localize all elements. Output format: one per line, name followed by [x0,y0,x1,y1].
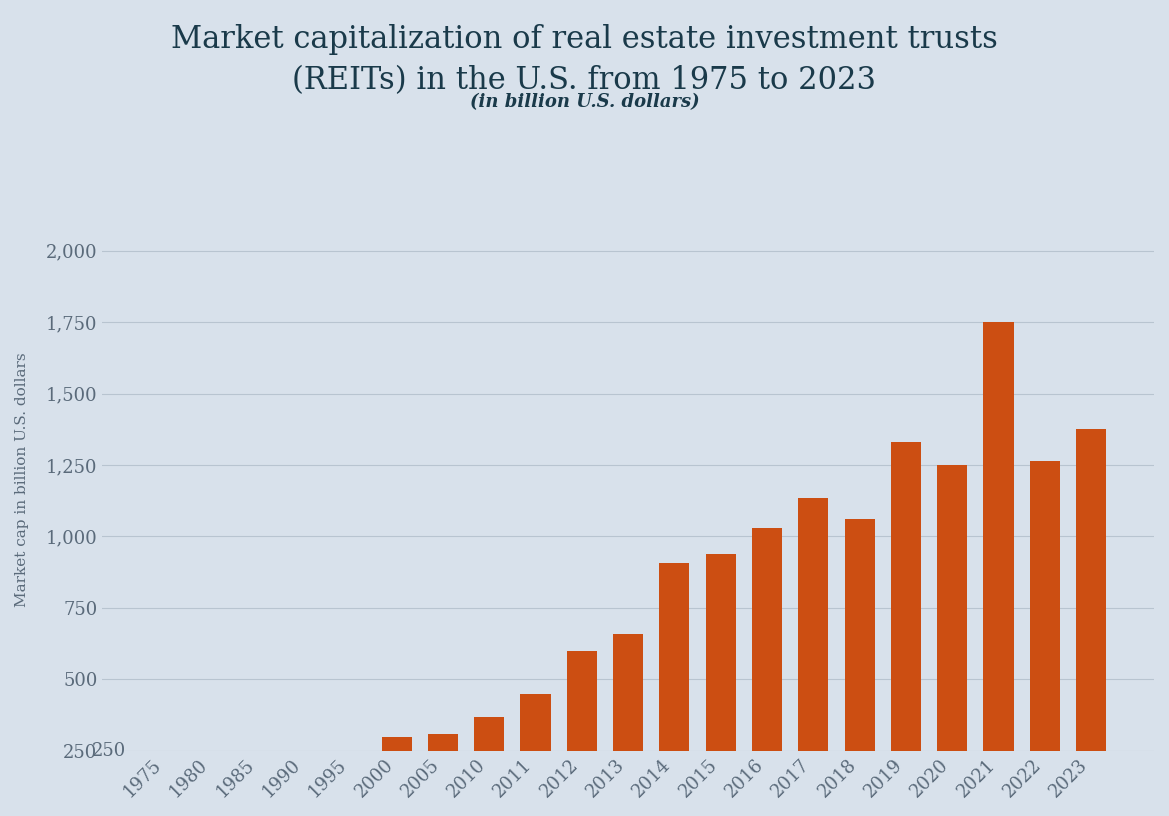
Y-axis label: Market cap in billion U.S. dollars: Market cap in billion U.S. dollars [15,352,29,606]
Bar [613,634,643,816]
Bar [1030,461,1060,816]
Text: 250: 250 [91,742,126,760]
Bar [706,553,735,816]
Bar [567,651,597,816]
Bar [428,734,458,816]
Bar [752,528,782,816]
Bar [1077,429,1106,816]
Bar [983,322,1014,816]
Bar [475,716,504,816]
Bar [938,465,967,816]
Bar [289,811,319,816]
Bar [336,806,366,816]
Bar [659,563,690,816]
Bar [798,498,829,816]
Text: Market capitalization of real estate investment trusts
(REITs) in the U.S. from : Market capitalization of real estate inv… [171,24,998,96]
Text: (in billion U.S. dollars): (in billion U.S. dollars) [470,93,699,111]
Bar [381,737,411,816]
Bar [891,442,921,816]
Bar [844,519,874,816]
Bar [520,694,551,816]
